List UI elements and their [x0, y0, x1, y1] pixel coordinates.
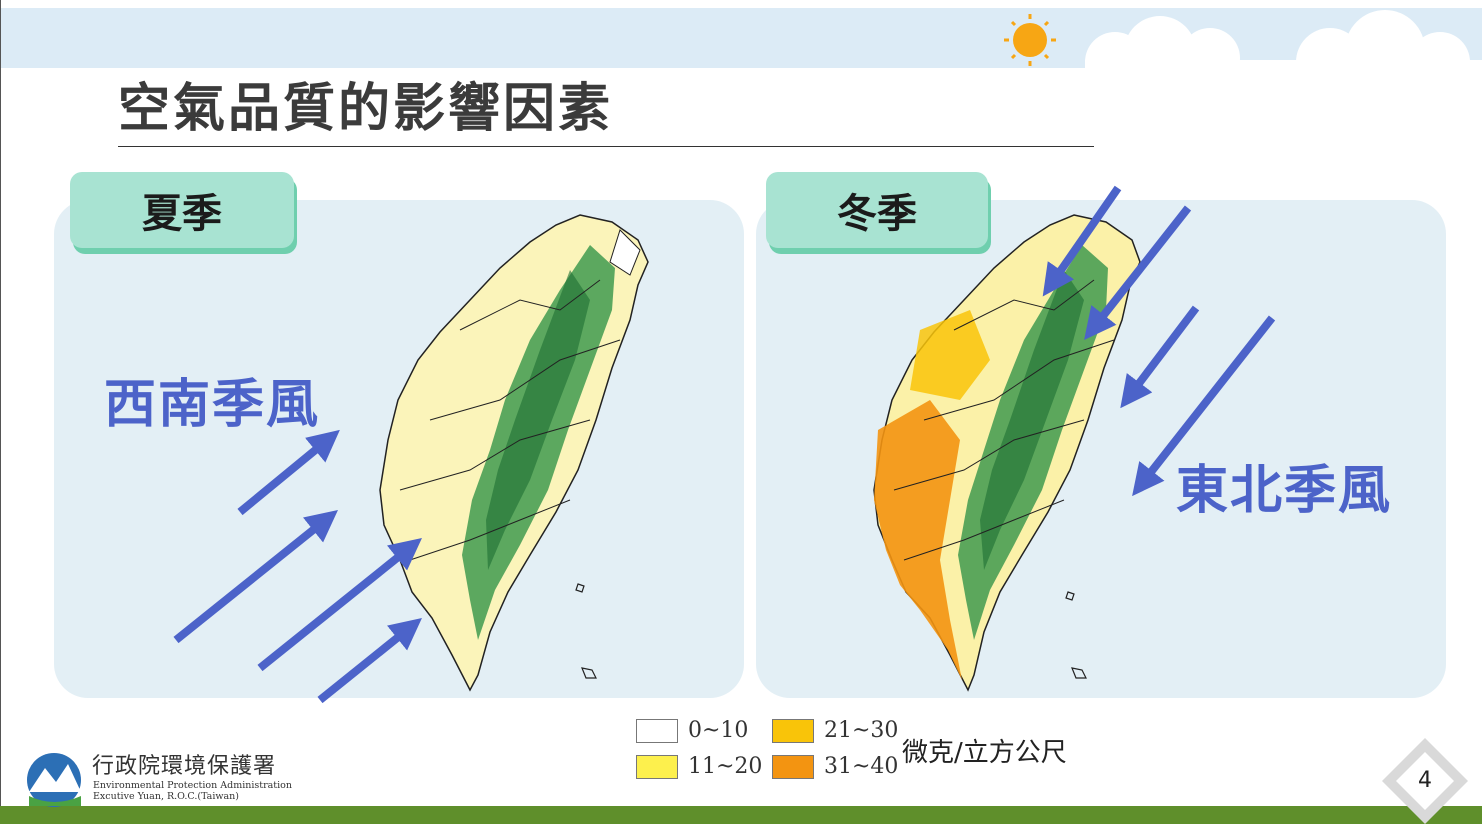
- winter-taiwan-map: [873, 214, 1141, 692]
- sun-icon: [1004, 14, 1056, 66]
- legend-item: 11~20: [636, 754, 762, 779]
- legend-label: 21~30: [824, 718, 899, 743]
- legend-item: 21~30: [772, 718, 898, 743]
- page-number: 4: [1418, 768, 1432, 793]
- wind-arrow: [1084, 205, 1192, 341]
- wind-arrow: [317, 617, 422, 704]
- left-edge-rule: [0, 0, 1, 824]
- slide-title: 空氣品質的影響因素: [118, 79, 614, 139]
- summer-taiwan-map: [379, 214, 649, 692]
- northeast-monsoon-label: 東北季風: [1176, 461, 1393, 521]
- tab-winter: 冬季: [766, 172, 988, 248]
- legend-swatch: [636, 754, 678, 779]
- wind-arrow: [1120, 305, 1200, 409]
- organization-name-english: Environmental Protection Administration: [93, 780, 292, 791]
- bottom-grass-band: [0, 806, 1482, 824]
- wind-arrow: [173, 509, 338, 644]
- legend-item: 31~40: [772, 754, 898, 779]
- southwest-monsoon-label: 西南季風: [104, 375, 321, 435]
- cloud-icon: [1085, 10, 1482, 96]
- wind-arrow: [257, 537, 422, 672]
- legend-swatch: [772, 718, 814, 743]
- title-underline: [118, 146, 1094, 147]
- wind-arrow: [1042, 185, 1122, 297]
- legend-item: 0~10: [636, 718, 748, 743]
- legend-label: 11~20: [688, 754, 763, 779]
- wind-arrow: [237, 429, 340, 516]
- organization-name: 行政院環境保護署: [92, 754, 277, 779]
- organization-name-english-line2: Excutive Yuan, R.O.C.(Taiwan): [93, 791, 239, 802]
- legend-label: 31~40: [824, 754, 899, 779]
- legend-label: 0~10: [688, 718, 749, 743]
- northeast-wind-arrows: [1042, 185, 1276, 497]
- wind-arrow: [1132, 315, 1276, 497]
- tab-summer: 夏季: [70, 172, 294, 248]
- legend-swatch: [772, 754, 814, 779]
- southwest-wind-arrows: [173, 429, 422, 704]
- legend-swatch: [636, 718, 678, 743]
- legend-unit: 微克/立方公尺: [902, 738, 1067, 768]
